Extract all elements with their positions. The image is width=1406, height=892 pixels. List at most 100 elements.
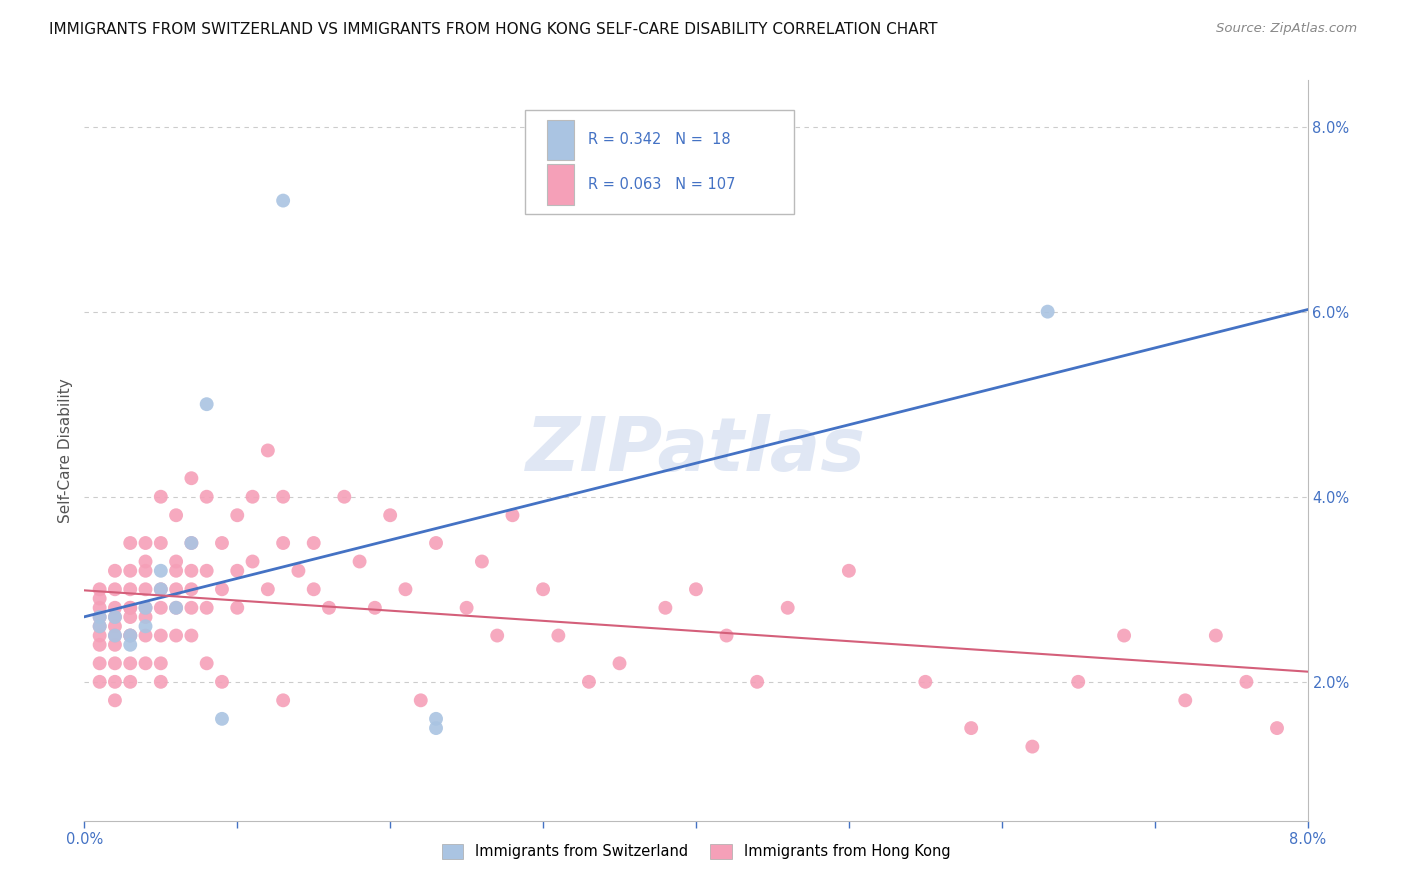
Point [547,628,569,642]
Point [456,600,478,615]
Point [654,600,676,615]
Point [1067,674,1090,689]
Point [302,536,325,550]
Point [486,628,509,642]
Point [271,536,294,550]
Point [271,194,294,208]
Point [1174,693,1197,707]
Point [609,657,631,671]
Point [1114,628,1136,642]
Point [776,600,799,615]
Point [180,628,202,642]
Text: R = 0.342   N =  18: R = 0.342 N = 18 [588,132,731,147]
Point [104,638,127,652]
Point [302,582,325,597]
Point [195,397,218,411]
Point [104,582,127,597]
Point [149,628,172,642]
Point [104,610,127,624]
Point [195,657,218,671]
Point [1205,628,1227,642]
Point [349,554,371,569]
Point [380,508,402,523]
Point [89,657,111,671]
Point [409,693,432,707]
Point [531,582,554,597]
Point [333,490,356,504]
Point [1236,674,1258,689]
Point [104,657,127,671]
Point [1036,304,1059,318]
Point [271,490,294,504]
FancyBboxPatch shape [524,110,794,213]
Point [89,600,111,615]
Point [120,600,142,615]
Point [195,564,218,578]
Point [104,619,127,633]
Point [960,721,983,735]
Point [120,638,142,652]
Point [120,628,142,642]
Point [180,536,202,550]
Point [180,600,202,615]
Point [104,628,127,642]
Point [89,610,111,624]
Point [89,638,111,652]
Point [394,582,416,597]
Point [226,600,249,615]
Point [716,628,738,642]
Point [149,657,172,671]
Point [120,536,142,550]
Point [89,628,111,642]
Point [149,582,172,597]
Point [226,508,249,523]
Point [287,564,309,578]
Point [425,712,447,726]
Point [104,693,127,707]
Point [271,693,294,707]
Point [120,610,142,624]
Point [120,564,142,578]
Point [89,591,111,606]
Point [180,564,202,578]
Bar [547,120,574,161]
Point [135,610,157,624]
Point [211,712,233,726]
Point [104,564,127,578]
Point [180,471,202,485]
Point [149,582,172,597]
Legend: Immigrants from Switzerland, Immigrants from Hong Kong: Immigrants from Switzerland, Immigrants … [436,838,956,865]
Point [89,610,111,624]
Point [425,536,447,550]
Point [149,536,172,550]
Point [120,657,142,671]
Point [685,582,707,597]
Point [135,554,157,569]
Point [135,600,157,615]
Point [149,674,172,689]
Point [257,582,280,597]
Point [149,600,172,615]
Point [914,674,936,689]
Point [1021,739,1043,754]
Point [165,564,187,578]
Point [165,582,187,597]
Point [180,582,202,597]
Point [425,721,447,735]
Bar [547,164,574,204]
Point [165,508,187,523]
Point [318,600,340,615]
Point [149,490,172,504]
Point [135,536,157,550]
Point [135,564,157,578]
Point [226,564,249,578]
Text: ZIPatlas: ZIPatlas [526,414,866,487]
Point [180,536,202,550]
Point [120,600,142,615]
Point [747,674,769,689]
Point [502,508,524,523]
Point [104,674,127,689]
Point [89,619,111,633]
Point [120,628,142,642]
Point [195,600,218,615]
